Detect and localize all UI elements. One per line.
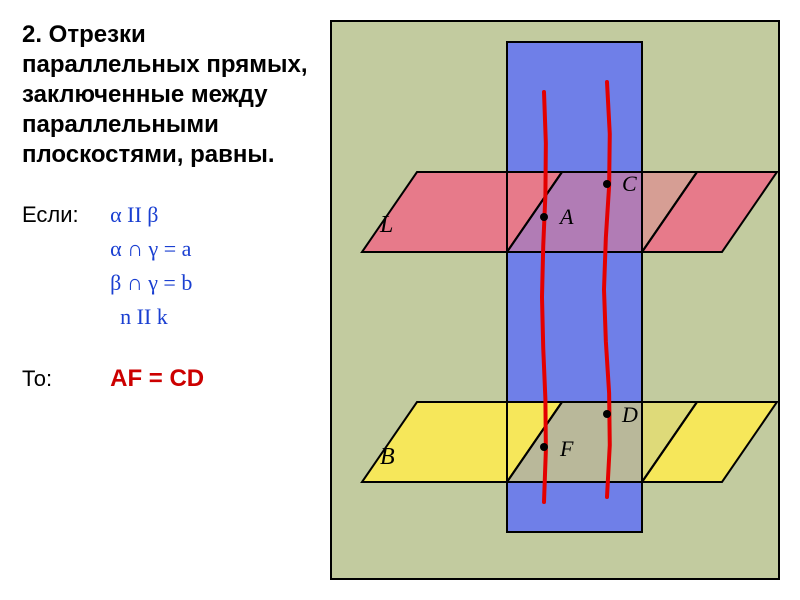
then-label: То: bbox=[22, 362, 104, 396]
svg-text:L: L bbox=[379, 212, 393, 238]
svg-text:D: D bbox=[621, 402, 638, 427]
condition-block: Если: α II β α ∩ γ = a β ∩ γ = b n II k … bbox=[22, 198, 322, 398]
cond-line3: β ∩ γ = b bbox=[110, 270, 192, 295]
result: AF = CD bbox=[110, 365, 204, 392]
cond-line1: α II β bbox=[110, 202, 158, 227]
theorem-heading: 2. Отрезки параллельных прямых, заключен… bbox=[22, 20, 322, 170]
svg-text:C: C bbox=[622, 171, 637, 196]
svg-text:A: A bbox=[558, 204, 574, 229]
cond-line4: n II k bbox=[110, 304, 168, 329]
svg-text:F: F bbox=[559, 436, 574, 461]
cond-line2: α ∩ γ = a bbox=[110, 236, 191, 261]
diagram-svg: B L C A D F bbox=[332, 22, 778, 578]
if-label: Если: bbox=[22, 198, 104, 232]
svg-text:B: B bbox=[380, 444, 395, 470]
diagram-container: B L C A D F bbox=[330, 20, 780, 580]
